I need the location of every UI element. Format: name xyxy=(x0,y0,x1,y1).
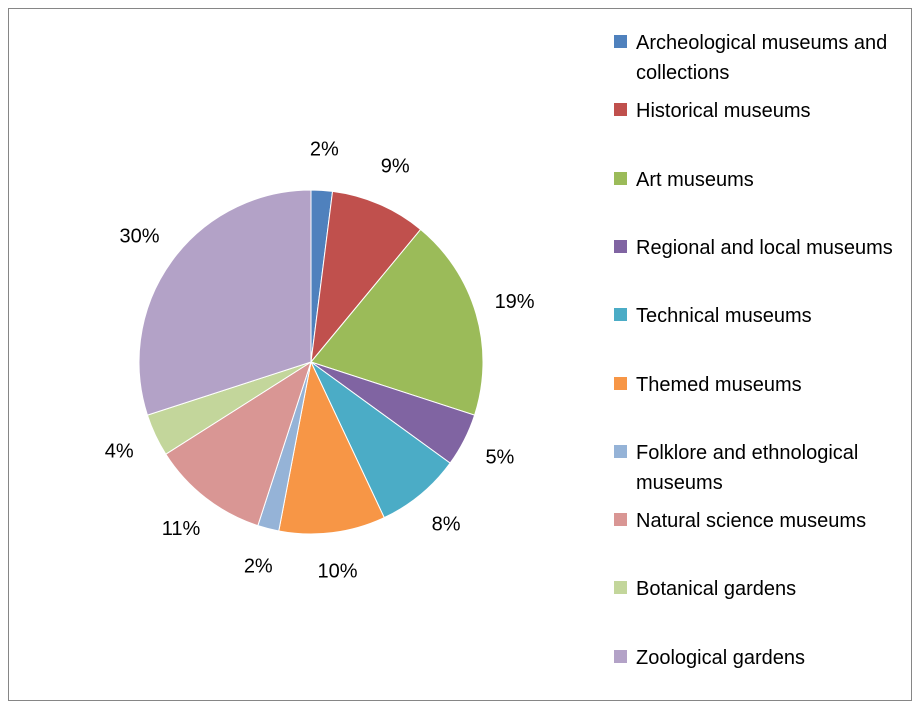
data-label: 9% xyxy=(381,156,410,178)
legend-item: Archeological museums and collections xyxy=(614,28,904,88)
legend-label: Historical museums xyxy=(636,100,811,123)
legend-swatch xyxy=(614,171,627,185)
data-label: 30% xyxy=(119,226,159,248)
legend-swatch xyxy=(614,308,627,322)
legend-item: Historical museums xyxy=(614,96,904,126)
pie-slice xyxy=(138,189,312,416)
legend-item: Themed museums xyxy=(614,370,904,400)
pie-slice xyxy=(278,360,385,535)
legend-swatch xyxy=(614,444,627,458)
pie-slice xyxy=(310,228,484,416)
legend-label: Themed museums xyxy=(636,373,802,396)
legend-swatch xyxy=(614,35,627,48)
legend-swatch xyxy=(614,649,627,663)
legend-item: Regional and local museums xyxy=(614,233,904,263)
legend-label: Botanical gardens xyxy=(636,578,797,601)
data-label: 4% xyxy=(105,441,134,463)
legend-item: Zoological gardens xyxy=(614,643,904,673)
data-label: 8% xyxy=(432,514,461,536)
pie-slice xyxy=(310,190,422,364)
legend-swatch xyxy=(614,513,627,527)
legend-label: Art museums xyxy=(636,168,754,191)
legend-swatch xyxy=(614,376,627,390)
data-label: 11% xyxy=(162,518,201,540)
chart-frame xyxy=(8,8,912,701)
data-label: 2% xyxy=(244,556,273,578)
legend-item: Natural science museums xyxy=(614,506,904,536)
data-label: 2% xyxy=(310,139,339,161)
legend-swatch xyxy=(614,103,627,117)
legend-label: Folklore and ethnological museums xyxy=(636,441,859,494)
legend-item: Art museums xyxy=(614,165,904,195)
legend-item: Technical museums xyxy=(614,301,904,331)
legend-swatch xyxy=(614,239,627,253)
legend-item: Folklore and ethnological museums xyxy=(614,438,904,498)
legend-label: Natural science museums xyxy=(636,510,867,533)
data-label: 10% xyxy=(318,561,358,583)
legend-label: Regional and local museums xyxy=(636,236,893,259)
pie-slice xyxy=(165,360,312,527)
legend-label: Archeological museums and collections xyxy=(636,32,888,84)
legend-label: Zoological gardens xyxy=(636,646,805,669)
legend-swatch xyxy=(614,581,627,595)
data-label: 19% xyxy=(495,291,535,313)
data-label: 5% xyxy=(485,447,514,469)
legend-item: Botanical gardens xyxy=(614,574,904,604)
legend-label: Technical museums xyxy=(636,305,812,328)
